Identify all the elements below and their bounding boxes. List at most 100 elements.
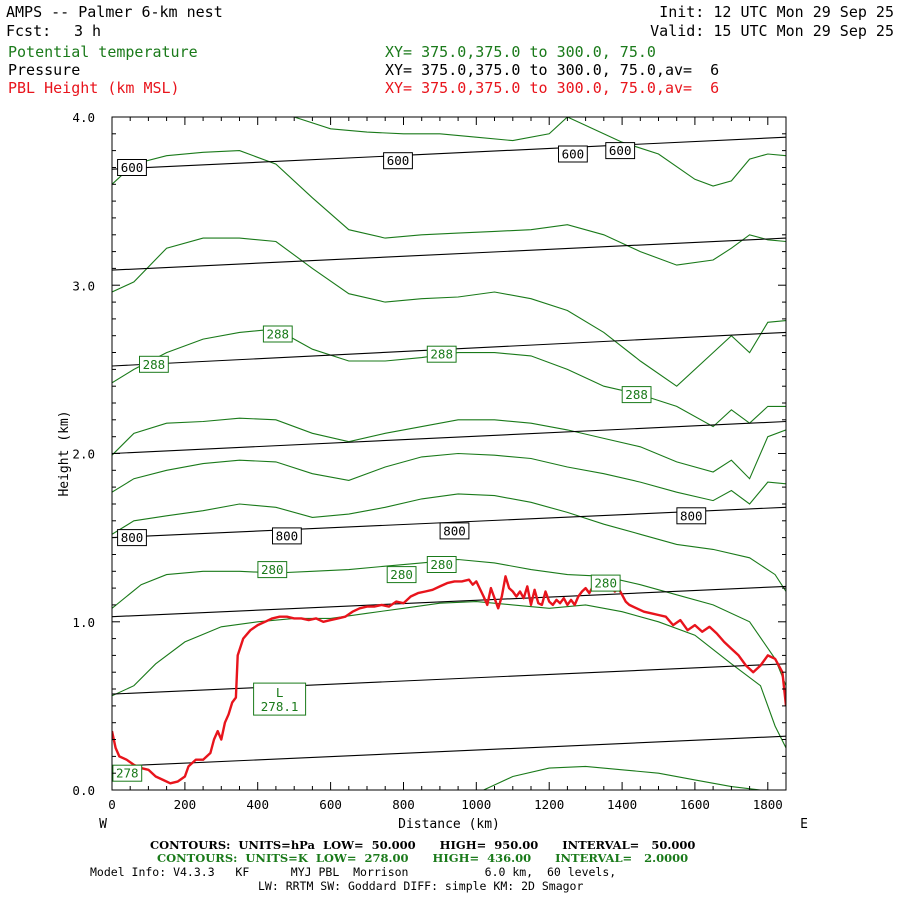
low-marker-value: 278.1 [261, 699, 299, 714]
x-tick-label: 400 [246, 797, 269, 812]
theta-label-6-box [262, 325, 293, 343]
y-tick-label: 3.0 [72, 278, 95, 293]
x-tick-label: 200 [174, 797, 197, 812]
theta-label-5-box [139, 355, 169, 373]
isobar-600-line [112, 136, 786, 170]
x-tick-label: 0 [108, 797, 116, 812]
isobar-a-line [112, 735, 786, 767]
theta-label-4-text: 280 [594, 576, 617, 591]
forecast-label: Fcst: [6, 22, 52, 40]
theta-label-0-text: 278 [116, 766, 139, 781]
theta-292-line [112, 237, 786, 387]
pressure-label-0-box [117, 529, 147, 547]
isobar-f-line [112, 237, 786, 271]
theta-label-3-text: 280 [430, 557, 453, 572]
theta-label-8: 288 [621, 386, 652, 404]
pressure-label-6: 600 [558, 145, 588, 163]
chart-title: AMPS -- Palmer 6-km nest [6, 3, 223, 21]
theta-280-line [112, 601, 786, 749]
pressure-label-4: 600 [117, 159, 147, 176]
pressure-label-0: 800 [117, 529, 147, 547]
pressure-label-5: 600 [383, 152, 413, 170]
legend-pressure-xy: XY= 375.0,375.0 to 300.0, 75.0,av= 6 [385, 61, 720, 79]
pressure-label-5-text: 600 [387, 153, 410, 168]
theta-label-5: 288 [139, 355, 169, 373]
y-tick-label: 4.0 [72, 110, 95, 125]
pressure-label-3-box [676, 507, 707, 525]
east-label: E [800, 817, 808, 832]
theta-label-8-text: 288 [625, 387, 648, 402]
footer-model-info-1: Model Info: V4.3.3 KF MYJ PBL Morrison 6… [90, 865, 617, 879]
isobar-c-line [112, 585, 786, 618]
theta-290-line [112, 328, 786, 428]
theta-278-line [483, 765, 786, 790]
x-tick-label: 1000 [461, 797, 491, 812]
west-label: W [99, 817, 107, 832]
theta-label-1: 280 [257, 561, 288, 579]
y-tick-label: 1.0 [72, 615, 95, 630]
theta-label-2-text: 280 [390, 567, 413, 582]
theta-label-6-text: 288 [267, 327, 290, 342]
theta-label-1-box [257, 561, 288, 579]
legend-theta-name: Potential temperature [8, 43, 198, 61]
theta-286-line [112, 452, 786, 505]
legend-theta-xy: XY= 375.0,375.0 to 300.0, 75.0 [385, 43, 656, 61]
pbl-series [112, 575, 786, 785]
theta-282-line [112, 558, 786, 686]
pressure-label-1-box [272, 527, 302, 545]
axes: 0.0 1.0 2.0 3.0 4.0 0 200 400 600 800 1000 1200 1400… [57, 110, 808, 832]
isobar-d-line [112, 420, 786, 455]
theta-label-4: 280 [590, 574, 621, 592]
theta-284-line [112, 493, 786, 592]
pressure-label-4-text: 600 [121, 160, 144, 175]
forecast-value: 3 h [74, 22, 102, 40]
x-tick-label: 1600 [680, 797, 710, 812]
pressure-label-1: 800 [272, 527, 302, 545]
low-marker-letter: L [276, 685, 284, 700]
theta-label-3: 280 [426, 556, 457, 573]
pressure-contours [112, 136, 786, 767]
legend-pressure-name: Pressure [8, 61, 81, 79]
theta-label-7-box [426, 345, 457, 363]
pressure-label-6-text: 600 [562, 147, 585, 162]
x-tick-label: 600 [319, 797, 342, 812]
theta-label-6: 288 [262, 325, 293, 343]
pressure-label-3-text: 800 [680, 508, 703, 523]
theta-296-line [294, 117, 786, 187]
pressure-label-3: 800 [676, 507, 707, 525]
pressure-label-4-box [117, 159, 147, 176]
pbl-height-line [112, 575, 786, 785]
theta-contours [112, 117, 786, 790]
pressure-label-2-box [439, 522, 470, 540]
theta-294-line [112, 150, 786, 266]
footer-theta-contours: CONTOURS: UNITS=K LOW= 278.00 HIGH= 436.… [157, 851, 689, 865]
theta-288-line [112, 417, 786, 480]
x-tick-label: 1800 [753, 797, 783, 812]
pressure-label-5-box [383, 152, 413, 170]
pressure-label-0-text: 800 [121, 530, 144, 545]
valid-time: Valid: 15 UTC Mon 29 Sep 25 [650, 22, 894, 40]
x-tick-label: 800 [392, 797, 415, 812]
pressure-label-7-box [605, 142, 636, 160]
x-tick-label: 1200 [534, 797, 564, 812]
theta-label-2-box [386, 566, 417, 584]
legend-pbl-name: PBL Height (km MSL) [8, 79, 180, 97]
x-tick-label: 1400 [607, 797, 637, 812]
theta-label-7: 288 [426, 345, 457, 363]
theta-label-8-box [621, 386, 652, 404]
contour-labels: 800 800 800 800 600 600 600 600 278 280 280 280 280 2… [112, 142, 707, 782]
pressure-label-2: 800 [439, 522, 470, 540]
theta-label-3-box [426, 556, 457, 573]
pressure-label-6-box [558, 145, 588, 163]
isobar-b-line [112, 663, 786, 695]
legend-pbl-xy: XY= 375.0,375.0 to 300.0, 75.0,av= 6 [385, 79, 720, 97]
footer-model-info-2: LW: RRTM SW: Goddard DIFF: simple KM: 2D… [258, 879, 584, 893]
y-tick-label: 2.0 [72, 447, 95, 462]
y-tick-label: 0.0 [72, 783, 95, 798]
x-axis-title: Distance (km) [398, 817, 500, 832]
theta-label-7-text: 288 [430, 347, 453, 362]
pressure-label-1-text: 800 [276, 528, 299, 543]
theta-label-4-box [590, 574, 621, 592]
low-marker-box [253, 682, 307, 716]
pressure-label-7-text: 600 [609, 143, 632, 158]
